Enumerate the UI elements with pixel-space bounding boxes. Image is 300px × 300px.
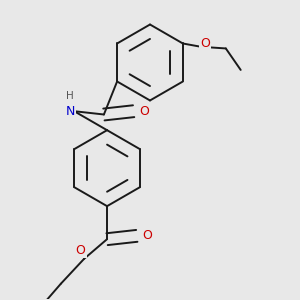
Text: O: O bbox=[76, 244, 85, 257]
Text: N: N bbox=[65, 105, 75, 118]
Text: H: H bbox=[66, 91, 74, 101]
Text: O: O bbox=[200, 37, 210, 50]
Text: O: O bbox=[142, 230, 152, 242]
Text: O: O bbox=[139, 105, 149, 118]
